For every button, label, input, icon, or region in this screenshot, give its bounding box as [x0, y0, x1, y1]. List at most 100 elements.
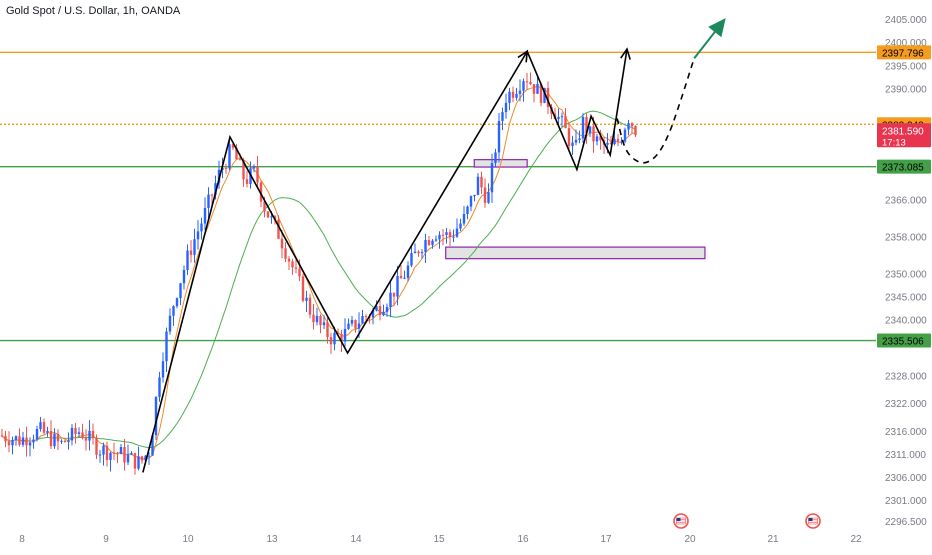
candle-body: [196, 231, 200, 240]
candle-body: [616, 139, 620, 142]
candle-body: [546, 87, 550, 107]
y-tick-label: 2316.000: [885, 427, 927, 438]
candle-body: [98, 454, 102, 456]
zone-lower-box: [445, 246, 706, 260]
candle-body: [340, 334, 343, 342]
candle-body: [396, 275, 399, 297]
candle-body: [504, 102, 508, 113]
current-price-text: 2381.590: [882, 126, 924, 137]
candle-body: [585, 117, 588, 134]
candle-body: [347, 323, 350, 329]
candle-body: [592, 126, 595, 142]
candle-body: [214, 183, 217, 195]
candle-body: [329, 337, 333, 345]
candle-body: [473, 194, 476, 197]
candle-body: [119, 447, 123, 454]
candle-body: [606, 142, 609, 145]
candle-body: [0, 435, 4, 437]
candle-body: [109, 452, 112, 461]
candle-body: [539, 83, 543, 103]
x-tick-label: 14: [350, 534, 362, 545]
candle-body: [81, 432, 84, 438]
candle-body: [203, 208, 207, 224]
candle-body: [193, 239, 196, 255]
candle-body: [133, 453, 137, 469]
candle-body: [112, 452, 116, 454]
candle-body: [536, 83, 539, 94]
candle-body: [126, 454, 130, 463]
candle-body: [186, 250, 189, 270]
candle-body: [256, 166, 259, 183]
candle-body: [511, 91, 515, 98]
candle-body: [581, 117, 585, 139]
candle-body: [11, 439, 14, 446]
zigzag-peak-arrow: [517, 49, 529, 63]
candle-body: [32, 439, 35, 443]
candle-body: [476, 176, 480, 195]
projection-path: [616, 58, 695, 164]
candle-body: [238, 159, 242, 161]
candle-body: [588, 126, 592, 134]
candle-body: [385, 306, 389, 312]
candle-body: [508, 91, 511, 103]
candle-body: [312, 314, 315, 323]
candle-body: [46, 430, 49, 433]
candle-body: [315, 315, 319, 323]
candle-body: [333, 332, 336, 345]
candle-body: [245, 179, 249, 185]
candle-body: [532, 84, 536, 94]
candle-body: [60, 440, 63, 442]
y-tick-label: 2311.000: [885, 450, 926, 461]
candle-body: [280, 238, 284, 249]
candle-body: [525, 81, 529, 83]
candle-body: [350, 319, 354, 324]
chart-title: Gold Spot / U.S. Dollar, 1h, OANDA: [6, 5, 181, 17]
candle-body: [74, 427, 77, 434]
candle-body: [375, 306, 378, 311]
candle-body: [207, 194, 210, 209]
candle-body: [392, 292, 396, 297]
candle-body: [116, 453, 119, 455]
candle-body: [389, 292, 392, 307]
candle-body: [406, 265, 410, 278]
candle-body: [14, 436, 18, 440]
candle-body: [301, 276, 305, 301]
y-tick-label: 2405.000: [885, 15, 927, 26]
candle-body: [494, 152, 497, 164]
y-tick-label: 2328.000: [885, 371, 927, 382]
x-tick-label: 15: [433, 534, 445, 545]
candle-body: [515, 93, 518, 98]
candle-body: [18, 436, 21, 445]
candle-body: [35, 428, 39, 440]
candle-body: [431, 240, 434, 245]
candle-body: [200, 223, 203, 232]
candle-body: [424, 240, 427, 253]
candle-body: [84, 437, 88, 441]
candle-body: [224, 167, 228, 169]
candle-body: [151, 435, 154, 456]
ma-slow-line: [1, 110, 636, 448]
candle-body: [623, 129, 627, 142]
candle-body: [490, 163, 494, 193]
candle-body: [434, 239, 438, 241]
level-tag-text: 2373.085: [882, 163, 924, 174]
candle-body: [595, 136, 599, 142]
candle-body: [455, 228, 459, 237]
candle-body: [189, 250, 193, 255]
candle-body: [322, 322, 326, 326]
candle-body: [319, 315, 322, 326]
price-axis-panel: [876, 0, 932, 550]
zigzag-end-arrow: [620, 47, 631, 60]
candle-body: [242, 159, 245, 180]
candle-body: [175, 298, 179, 307]
y-tick-label: 2322.000: [885, 399, 927, 410]
candle-body: [609, 142, 613, 145]
level-tag-text: 2397.796: [882, 48, 924, 59]
candle-body: [459, 223, 462, 229]
candle-body: [263, 201, 266, 212]
y-tick-label: 2340.000: [885, 316, 927, 327]
x-tick-label: 16: [517, 534, 529, 545]
y-tick-label: 2366.000: [885, 195, 927, 206]
